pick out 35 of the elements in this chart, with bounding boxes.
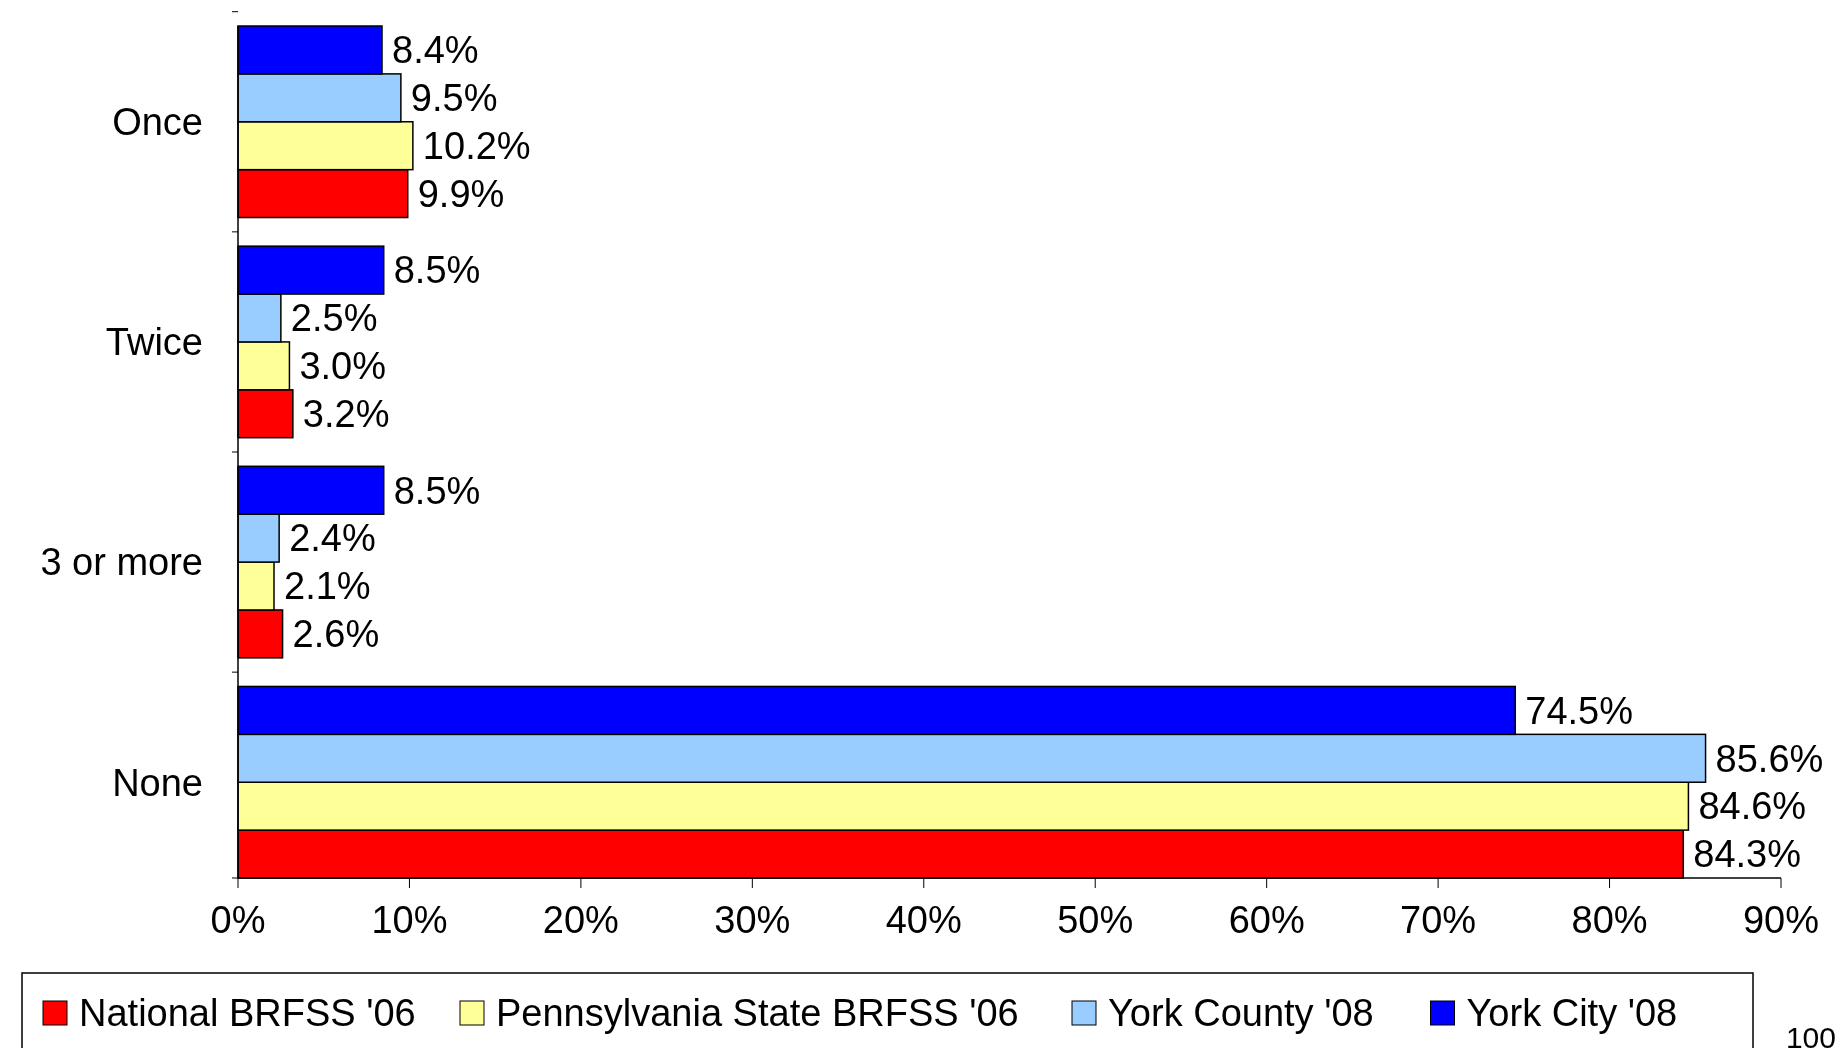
legend-label: York County '08	[1108, 992, 1374, 1035]
x-tick-label: 10%	[371, 899, 448, 941]
x-tick-label: 20%	[542, 899, 619, 941]
x-tick-label: 30%	[714, 899, 791, 941]
x-tick-label: 40%	[885, 899, 962, 941]
legend-label: Pennsylvania State BRFSS '06	[496, 992, 1019, 1035]
data-label: 2.4%	[289, 517, 376, 560]
data-label: 84.3%	[1693, 833, 1802, 876]
legend-label: York City '08	[1466, 992, 1678, 1035]
x-tick-label: 90%	[1742, 899, 1820, 941]
x-tick-label: 80%	[1571, 899, 1648, 941]
data-label: 2.6%	[292, 613, 380, 656]
data-label: 2.5%	[290, 297, 378, 340]
data-label: 8.5%	[393, 249, 481, 292]
text: 100	[1785, 1021, 1836, 1054]
y-tick-label: Once	[112, 101, 203, 144]
data-label: 74.5%	[1525, 689, 1634, 732]
legend-label: National BRFSS '06	[79, 992, 416, 1035]
y-tick-label: Twice	[105, 321, 203, 364]
data-label: 84.6%	[1698, 785, 1807, 828]
x-tick-label: 60%	[1228, 899, 1305, 941]
x-tick-label: 50%	[1057, 899, 1134, 941]
data-label: 9.9%	[417, 172, 505, 215]
data-label: 85.6%	[1715, 737, 1824, 780]
data-label: 9.5%	[410, 77, 498, 120]
data-label: 8.5%	[393, 469, 481, 512]
data-label: 3.2%	[302, 393, 390, 436]
y-tick-label: None	[112, 761, 203, 804]
x-tick-label: 70%	[1400, 899, 1477, 941]
y-tick-label: 3 or more	[40, 541, 203, 584]
data-label: 10.2%	[422, 125, 531, 168]
x-tick-label: 0%	[210, 899, 266, 941]
data-label: 2.1%	[284, 565, 371, 608]
data-label: 3.0%	[299, 345, 387, 388]
data-label: 8.4%	[392, 29, 479, 72]
